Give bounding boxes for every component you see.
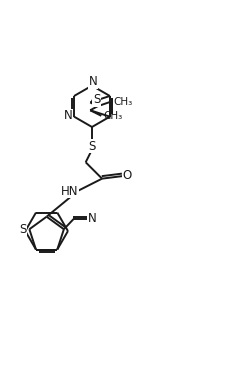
Text: HN: HN [61,185,79,198]
Text: S: S [93,93,100,106]
Text: CH₃: CH₃ [113,97,132,107]
Text: S: S [88,140,96,153]
Text: CH₃: CH₃ [103,111,122,121]
Text: S: S [19,223,27,236]
Text: N: N [87,212,96,225]
Text: N: N [89,75,97,88]
Text: O: O [123,169,132,182]
Text: N: N [64,109,72,122]
